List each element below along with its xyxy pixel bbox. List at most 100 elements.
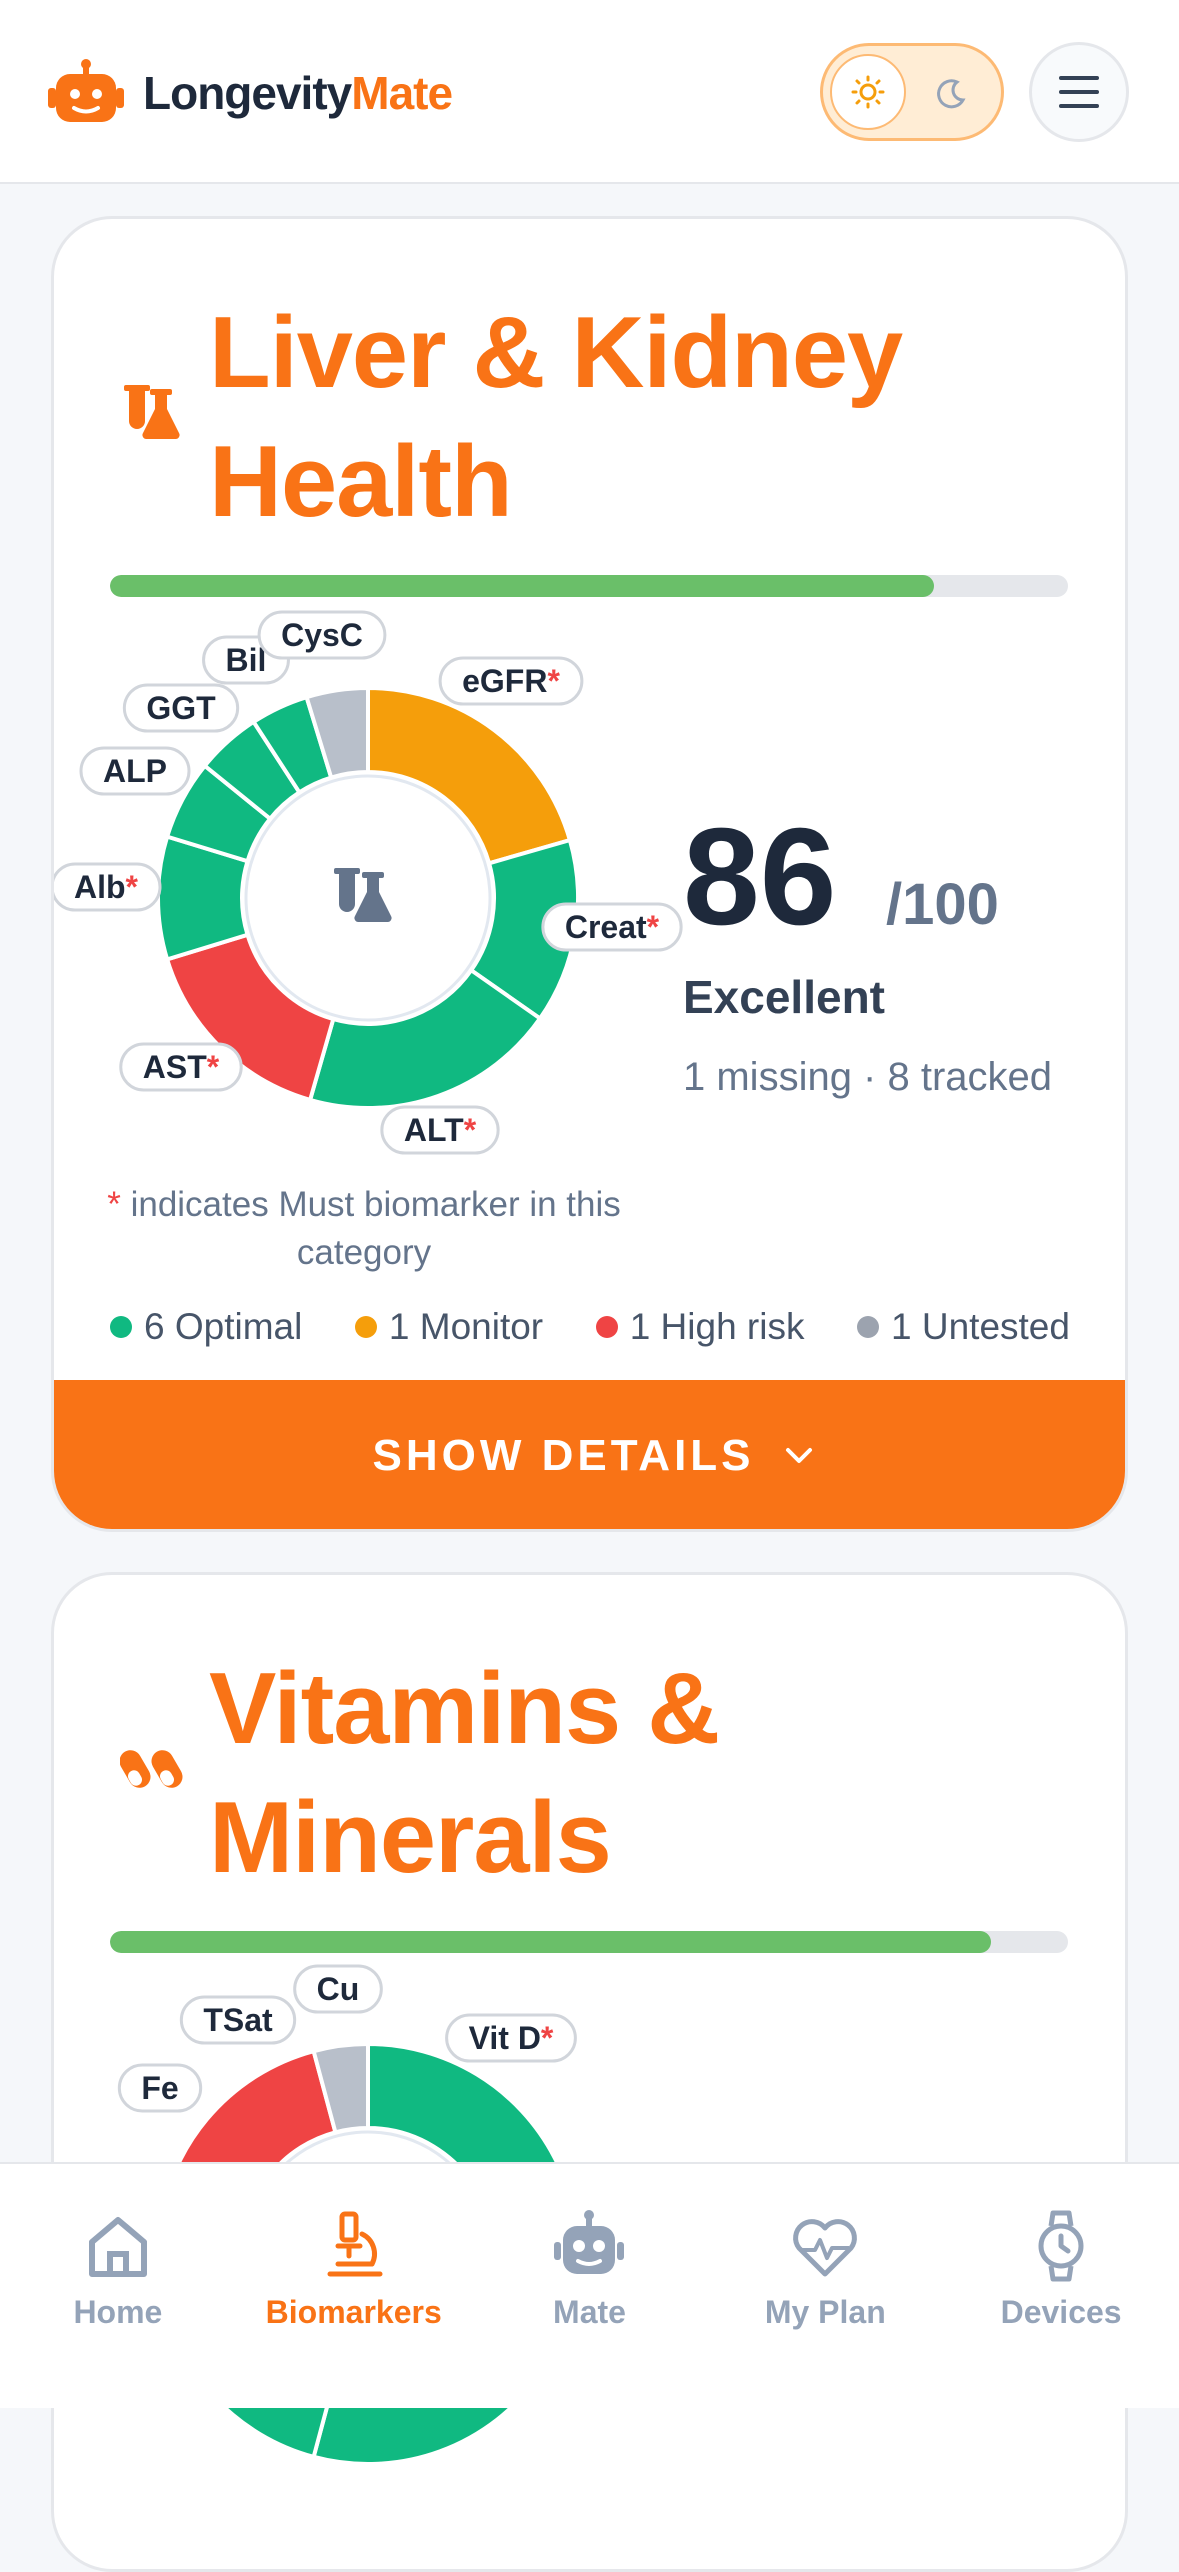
chevron-icon — [785, 1448, 812, 1463]
label-name: Bil — [226, 642, 267, 678]
legend-label: Monitor — [419, 1306, 544, 1347]
label-name: ALT — [404, 1112, 464, 1148]
donut-segment — [311, 2041, 370, 2135]
theme-toggle[interactable] — [820, 43, 1004, 141]
segment-label: ALP — [79, 746, 191, 796]
label-pill — [438, 656, 584, 706]
label-pill — [257, 610, 387, 660]
home-icon — [88, 2217, 147, 2277]
label-name: Vit D — [469, 2020, 541, 2056]
legend-item: 6 Optimal — [110, 1306, 302, 1348]
label-pill — [54, 862, 162, 912]
nav-label: My Plan — [764, 2294, 886, 2330]
segment-label: ALT* — [380, 1105, 500, 1155]
label-pill — [122, 683, 240, 733]
segment-label: Creat* — [541, 902, 683, 952]
label-text: Alb* — [74, 869, 139, 905]
segment-label: AST* — [119, 1042, 243, 1092]
legend-dot — [354, 1316, 377, 1338]
label-pill — [293, 1964, 383, 2014]
must-marker: * — [647, 909, 660, 945]
legend-item: 1 High risk — [595, 1306, 805, 1348]
label-text: eGFR* — [462, 663, 560, 699]
must-marker: * — [107, 1185, 121, 1224]
label-text: AST* — [143, 1049, 220, 1085]
footnote: * indicates Must biomarker in this categ… — [94, 1181, 634, 1277]
legend-dot — [857, 1316, 880, 1338]
summary: 1 missing · 8 tracked — [683, 1055, 1052, 1099]
legend-text: 1 High risk — [630, 1306, 805, 1348]
footnote-text: indicates Must biomarker in this categor… — [130, 1185, 621, 1272]
nav-item[interactable]: Biomarkers — [236, 2164, 472, 2408]
microscope-icon — [327, 2211, 383, 2277]
header: LongevityMate — [0, 0, 1179, 184]
show-details-button[interactable]: SHOW DETAILS — [54, 1380, 1125, 1529]
legend-label: Optimal — [174, 1306, 303, 1347]
legend-count: 1 — [891, 1306, 912, 1347]
progress-track — [110, 1931, 1068, 1953]
nav-item[interactable]: My Plan — [707, 2164, 943, 2408]
label-text: TSat — [203, 2002, 273, 2038]
progress-fill — [110, 1931, 992, 1953]
legend-count: 6 — [144, 1306, 165, 1347]
nav-item[interactable]: Mate — [472, 2164, 708, 2408]
legend-dot — [595, 1316, 618, 1338]
legend-item: 1 Monitor — [354, 1306, 543, 1348]
menu-button[interactable] — [1029, 42, 1129, 142]
legend-count: 1 — [629, 1306, 651, 1347]
card-title: Vitamins & Minerals — [209, 1653, 720, 1894]
label-text: Creat* — [565, 909, 660, 945]
logo-icon — [48, 59, 124, 122]
label-name: Fe — [141, 2070, 178, 2106]
brand[interactable]: LongevityMate — [143, 66, 453, 120]
segment-label: eGFR* — [438, 656, 584, 706]
must-marker: * — [464, 1112, 477, 1148]
heart-icon — [793, 2219, 858, 2277]
label-pill — [119, 1042, 243, 1092]
button-label: SHOW DETAILS — [372, 1431, 755, 1480]
category-card: Vitamins & Minerals Vit D* Fe TSat Cu — [51, 1572, 1128, 2572]
donut-chart: 86 /100 Excellent 1 missing · 8 tracked … — [54, 610, 1052, 1155]
rating: Excellent — [683, 971, 885, 1023]
must-marker: * — [207, 1049, 220, 1085]
donut-segment — [304, 685, 370, 781]
segment-label: GGT — [122, 683, 240, 733]
nav-label: Devices — [1000, 2294, 1122, 2330]
label-name: Alb — [74, 869, 126, 905]
label-name: Creat — [565, 909, 647, 945]
center-icon — [334, 868, 392, 923]
nav-item[interactable]: Devices — [943, 2164, 1179, 2408]
nav-label: Home — [73, 2294, 163, 2330]
must-marker: * — [547, 663, 560, 699]
label-text: Bil — [226, 642, 267, 678]
legend-text: 6 Optimal — [144, 1306, 302, 1348]
brand-main: Longevity — [143, 67, 352, 119]
progress-fill — [110, 575, 934, 597]
nav-item[interactable]: Home — [0, 2164, 236, 2408]
label-text: ALT* — [404, 1112, 477, 1148]
category-card: Liver & Kidney Health 86 /100 Excellent … — [51, 216, 1128, 1532]
legend-label: High risk — [660, 1306, 805, 1347]
label-text: CysC — [281, 617, 363, 653]
legend-dot — [110, 1316, 132, 1338]
label-text: Fe — [141, 2070, 178, 2106]
bottom-nav: Home Biomarkers Mate My Plan Devices — [0, 2162, 1179, 2408]
label-pill — [445, 2013, 577, 2063]
donut-segment — [307, 967, 543, 1110]
label-name: Cu — [317, 1971, 360, 2007]
label-pill — [117, 2063, 203, 2113]
label-pill — [380, 1105, 500, 1155]
must-marker: * — [126, 869, 139, 905]
category-icon — [120, 1750, 183, 1788]
light-button[interactable] — [829, 53, 907, 131]
legend-count: 1 — [388, 1306, 410, 1347]
legend-text: 1 Monitor — [389, 1306, 543, 1348]
label-name: TSat — [203, 2002, 273, 2038]
label-text: GGT — [146, 690, 216, 726]
segment-label: TSat — [179, 1995, 297, 2045]
label-name: AST — [143, 1049, 207, 1085]
label-pill — [179, 1995, 297, 2045]
label-name: GGT — [146, 690, 216, 726]
dark-button[interactable] — [933, 76, 969, 112]
segment-label: Fe — [117, 2063, 203, 2113]
